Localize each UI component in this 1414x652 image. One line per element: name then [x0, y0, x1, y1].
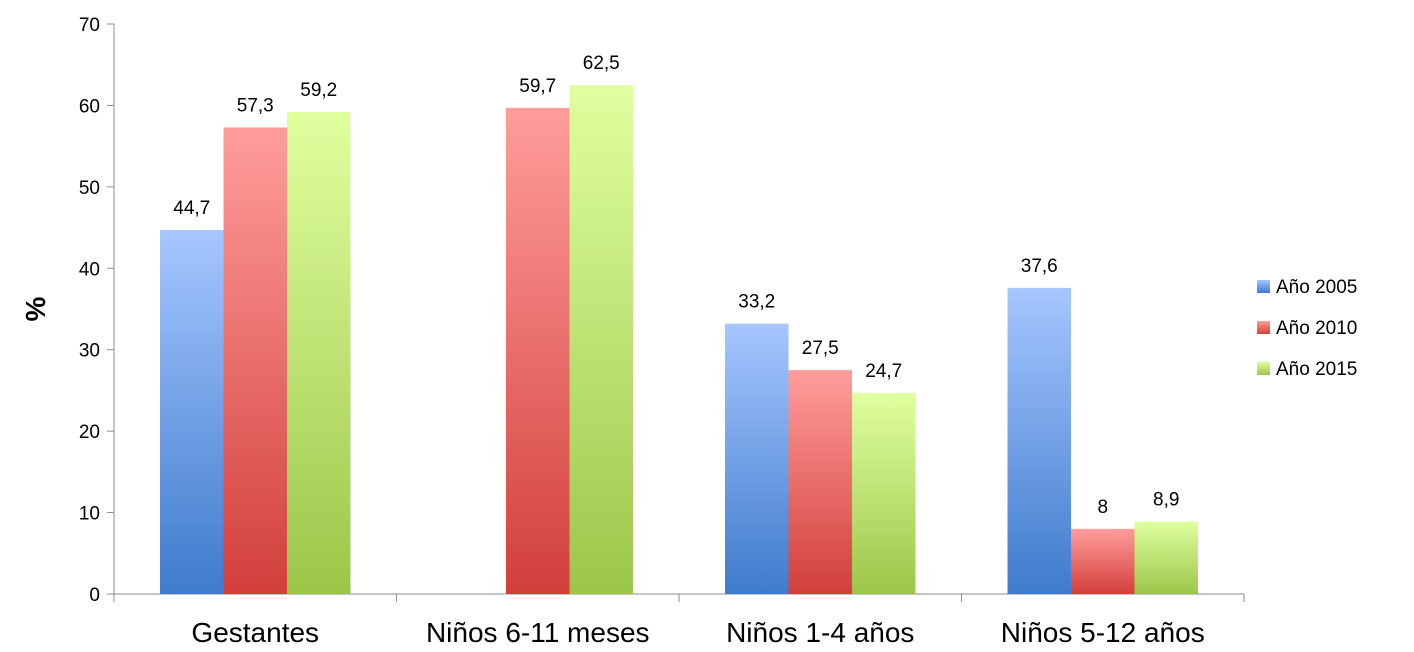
data-label: 44,7 — [173, 198, 210, 219]
legend-swatch — [1257, 321, 1270, 334]
data-label: 33,2 — [738, 292, 775, 313]
bar — [223, 127, 287, 595]
legend-swatch — [1257, 280, 1270, 293]
bar — [852, 392, 916, 594]
y-tick-label: 70 — [79, 15, 100, 36]
bar — [725, 323, 789, 594]
bar — [569, 85, 633, 595]
x-category-label: Niños 6-11 meses — [426, 617, 650, 648]
y-tick-label: 60 — [79, 96, 100, 117]
data-label: 8 — [1097, 497, 1108, 518]
y-tick-label: 50 — [79, 178, 100, 199]
bar — [1007, 287, 1071, 594]
legend-label: Año 2010 — [1276, 318, 1357, 339]
bars: 44,7 57,3 59,2 59,7 62,5 33,2 27,5 24,7 37,6 8 8,9 — [160, 53, 1198, 595]
x-category-label: Gestantes — [191, 617, 319, 648]
data-label: 24,7 — [865, 361, 902, 382]
data-label: 8,9 — [1153, 490, 1179, 511]
data-label: 37,6 — [1021, 256, 1058, 277]
y-tick-label: 40 — [79, 259, 100, 280]
bar — [788, 370, 852, 594]
bar — [287, 111, 351, 594]
data-label: 62,5 — [583, 53, 620, 74]
data-label: 57,3 — [237, 95, 274, 116]
data-label: 59,7 — [519, 76, 556, 97]
legend-label: Año 2015 — [1276, 359, 1357, 380]
y-axis: 0 10 20 30 40 50 60 70 — [79, 15, 115, 606]
y-tick-label: 20 — [79, 422, 100, 443]
legend: Año 2005 Año 2010 Año 2015 — [1257, 277, 1357, 380]
x-category-label: Niños 1-4 años — [726, 617, 914, 648]
y-tick-label: 0 — [89, 585, 100, 606]
data-label: 27,5 — [802, 338, 839, 359]
legend-swatch — [1257, 362, 1270, 375]
x-category-label: Niños 5-12 años — [1001, 617, 1205, 648]
bar — [160, 230, 224, 594]
data-label: 59,2 — [300, 80, 337, 101]
legend-label: Año 2005 — [1276, 277, 1357, 298]
bar — [506, 107, 570, 594]
y-tick-label: 10 — [79, 504, 100, 525]
y-axis-label: % — [20, 296, 51, 321]
x-axis: Gestantes Niños 6-11 meses Niños 1-4 años N… — [113, 593, 1245, 648]
bar — [1134, 521, 1198, 594]
bar — [1071, 528, 1135, 594]
y-tick-label: 30 — [79, 341, 100, 362]
